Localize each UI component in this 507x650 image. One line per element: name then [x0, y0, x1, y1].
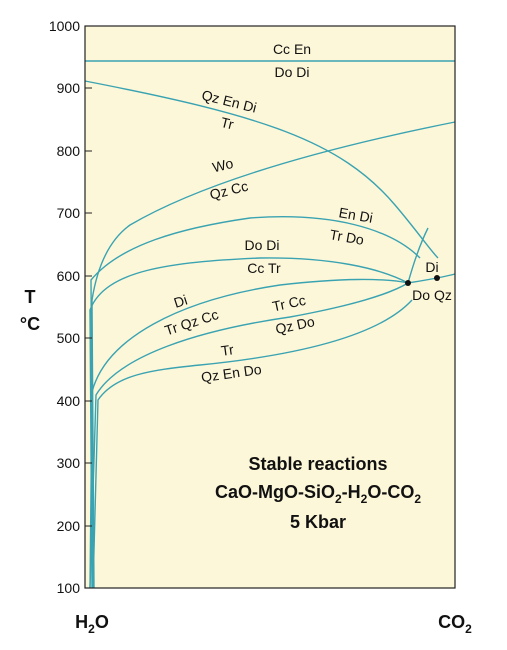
curve-di-tr-qz-cc	[89, 278, 409, 589]
reaction-label: Tr Cc	[271, 292, 307, 315]
curve-en-di-tr-do	[90, 216, 421, 589]
diagram-title: Stable reactions CaO-MgO-SiO2-H2O-CO2 5 …	[215, 454, 421, 532]
y-tick-label: 300	[57, 455, 81, 471]
y-tick-label: 1000	[49, 18, 80, 34]
y-axis-unit: °C	[20, 314, 40, 334]
title-line-3: 5 Kbar	[290, 512, 346, 532]
reaction-label: Do Di	[274, 64, 309, 80]
x-left-label: H2O	[75, 612, 109, 636]
reaction-label: Cc Tr	[247, 260, 281, 276]
y-tick-labels: 100 200 300 400 500 600 700 800 900 1000	[49, 18, 80, 596]
invariant-point	[434, 275, 440, 281]
reaction-label: Do Di	[244, 237, 279, 253]
title-line-2: CaO-MgO-SiO2-H2O-CO2	[215, 482, 421, 506]
curve-wo-qz-cc	[91, 121, 456, 589]
plot-frame	[84, 25, 456, 589]
curve-tr-cc-qz-do	[89, 273, 456, 589]
reaction-label: En Di	[338, 204, 374, 226]
invariant-point	[405, 280, 411, 286]
y-tick-label: 800	[57, 143, 81, 159]
curve-di-do-qz	[407, 227, 429, 284]
y-tick-label: 400	[57, 393, 81, 409]
curve-tr-qz-en-do	[92, 299, 413, 589]
y-tick-label: 100	[57, 580, 81, 596]
y-tick-label: 200	[57, 518, 81, 534]
x-right-label: CO2	[438, 612, 472, 636]
reaction-label: Tr	[220, 341, 235, 359]
reaction-label: Do Qz	[412, 287, 452, 303]
reaction-label: Di	[172, 292, 190, 311]
reaction-label: Tr Do	[328, 226, 365, 248]
title-line-1: Stable reactions	[248, 454, 387, 474]
reaction-label: Di	[425, 259, 438, 275]
y-tick-label: 600	[57, 268, 81, 284]
curve-do-di-cc-tr	[89, 257, 409, 589]
plot-background	[85, 26, 455, 588]
y-tick-label: 700	[57, 205, 81, 221]
y-tick-label: 900	[57, 80, 81, 96]
reaction-curves	[84, 60, 456, 589]
y-tick-label: 500	[57, 330, 81, 346]
reaction-label: Cc En	[273, 41, 311, 57]
reaction-label: Wo	[211, 155, 235, 176]
y-axis-label: T	[25, 287, 36, 307]
reaction-label: Tr	[219, 114, 236, 133]
y-ticks	[85, 25, 92, 589]
